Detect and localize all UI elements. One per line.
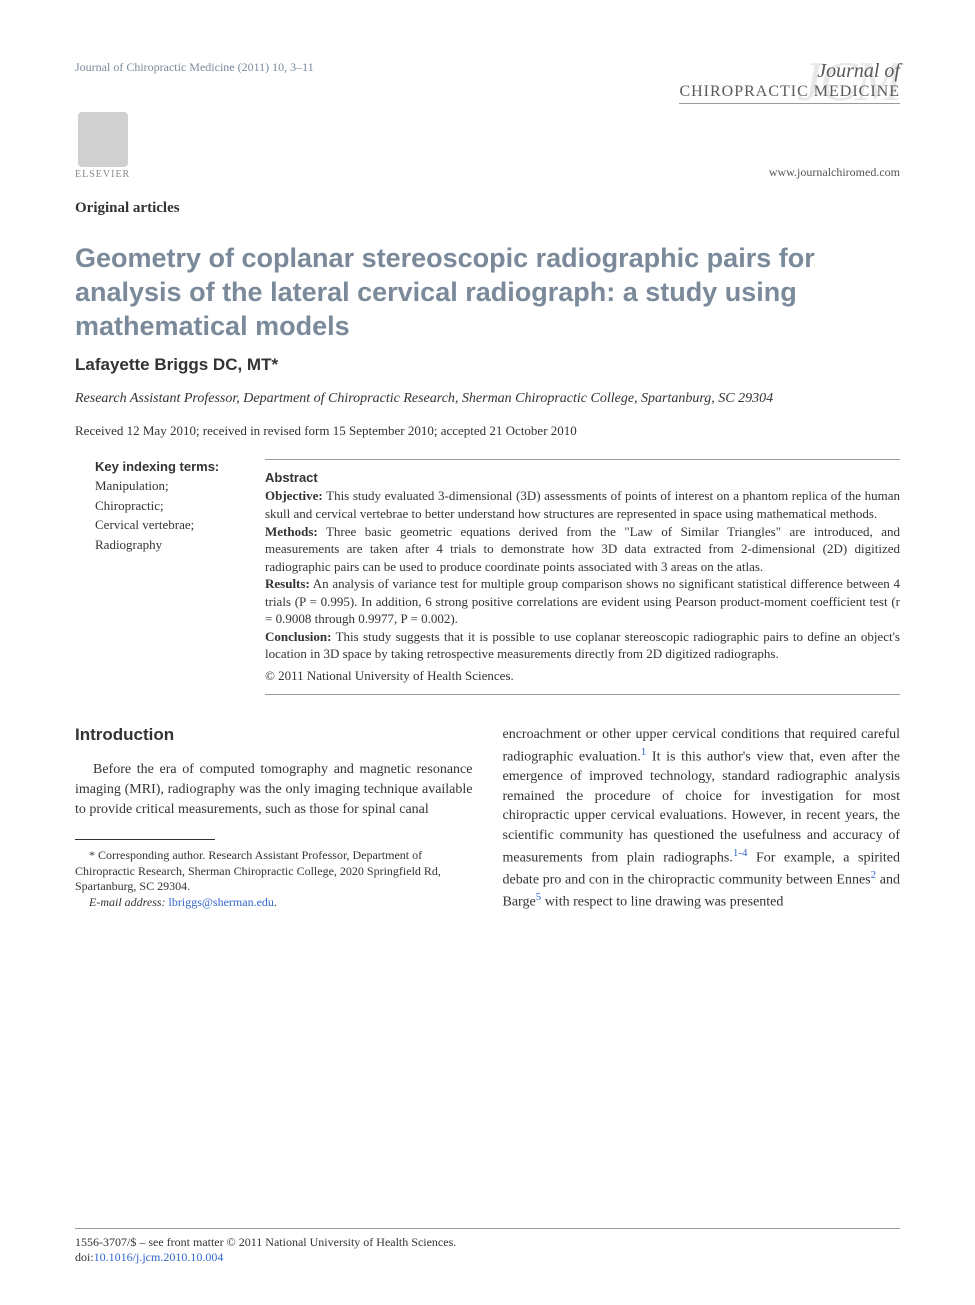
keywords-column: Key indexing terms: Manipulation; Chirop… xyxy=(75,459,235,695)
body-text-e: with respect to line drawing was present… xyxy=(541,895,783,910)
doi-link[interactable]: 10.1016/j.jcm.2010.10.004 xyxy=(94,1250,224,1264)
methods-text: Three basic geometric equations derived … xyxy=(265,524,900,574)
keyword-item: Cervical vertebrae; xyxy=(95,515,235,535)
elsevier-logo: ELSEVIER xyxy=(75,112,130,180)
email-label: E-mail address: xyxy=(89,895,166,909)
objective-text: This study evaluated 3-dimensional (3D) … xyxy=(265,488,900,521)
issn-line: 1556-3707/$ – see front matter © 2011 Na… xyxy=(75,1235,900,1250)
keyword-item: Manipulation; xyxy=(95,476,235,496)
abstract-body: Objective: This study evaluated 3-dimens… xyxy=(265,487,900,684)
intro-paragraph-continued: encroachment or other upper cervical con… xyxy=(503,725,901,912)
article-title: Geometry of coplanar stereoscopic radiog… xyxy=(75,242,900,343)
journal-title-script: Journal of xyxy=(679,60,900,83)
methods-label: Methods: xyxy=(265,524,318,539)
conclusion-label: Conclusion: xyxy=(265,629,331,644)
keywords-heading: Key indexing terms: xyxy=(95,459,235,474)
body-text-b: It is this author's view that, even afte… xyxy=(503,750,901,866)
article-type: Original articles xyxy=(75,200,900,217)
author-name: Lafayette Briggs DC, MT* xyxy=(75,355,900,375)
author-affiliation: Research Assistant Professor, Department… xyxy=(75,390,900,408)
conclusion-text: This study suggests that it is possible … xyxy=(265,629,900,662)
abstract-copyright: © 2011 National University of Health Sci… xyxy=(265,667,900,685)
email-footnote: E-mail address: lbriggs@sherman.edu. xyxy=(75,895,473,911)
abstract-column: Abstract Objective: This study evaluated… xyxy=(265,459,900,695)
objective-label: Objective: xyxy=(265,488,323,503)
intro-paragraph: Before the era of computed tomography an… xyxy=(75,760,473,819)
abstract-heading: Abstract xyxy=(265,470,900,485)
results-label: Results: xyxy=(265,576,310,591)
journal-url[interactable]: www.journalchiromed.com xyxy=(769,165,900,180)
right-column: encroachment or other upper cervical con… xyxy=(503,725,901,912)
journal-title-caps: CHIROPRACTIC MEDICINE xyxy=(679,83,900,104)
corresponding-author-footnote: * Corresponding author. Research Assista… xyxy=(75,848,473,895)
email-link[interactable]: lbriggs@sherman.edu xyxy=(169,895,274,909)
elsevier-label: ELSEVIER xyxy=(75,169,130,180)
introduction-heading: Introduction xyxy=(75,725,473,745)
keyword-item: Chiropractic; xyxy=(95,496,235,516)
journal-logo: JCM Journal of CHIROPRACTIC MEDICINE xyxy=(679,60,900,104)
keywords-list: Manipulation; Chiropractic; Cervical ver… xyxy=(95,476,235,554)
elsevier-tree-icon xyxy=(78,112,128,167)
ref-link-1-4[interactable]: 1-4 xyxy=(733,847,748,859)
results-text: An analysis of variance test for multipl… xyxy=(265,576,900,626)
journal-reference: Journal of Chiropractic Medicine (2011) … xyxy=(75,60,314,75)
footnote-separator xyxy=(75,839,215,840)
doi-prefix: doi: xyxy=(75,1250,94,1264)
left-column: Introduction Before the era of computed … xyxy=(75,725,473,912)
keyword-item: Radiography xyxy=(95,535,235,555)
article-dates: Received 12 May 2010; received in revise… xyxy=(75,423,900,439)
footer-bar: 1556-3707/$ – see front matter © 2011 Na… xyxy=(75,1228,900,1265)
